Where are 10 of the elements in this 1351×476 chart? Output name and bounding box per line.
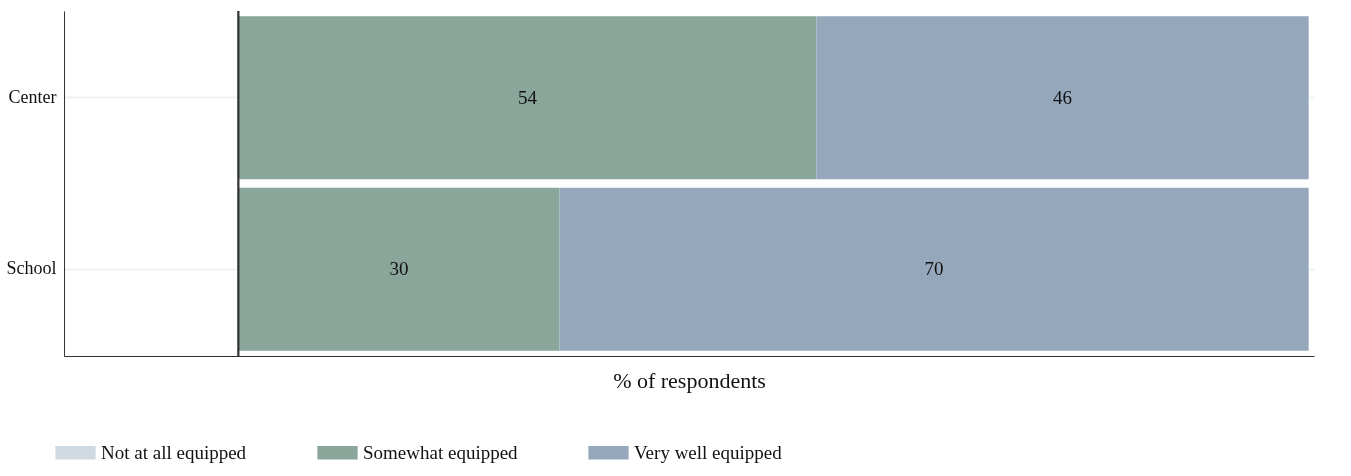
y-tick-label: School — [6, 258, 57, 279]
legend-label: Not at all equipped — [101, 441, 247, 463]
data-label: 54 — [517, 86, 538, 108]
legend-label: Somewhat equipped — [363, 441, 519, 463]
data-label: 70 — [924, 258, 944, 280]
data-label: 30 — [389, 258, 409, 280]
x-axis-title: % of respondents — [613, 367, 766, 393]
y-tick-label: Center — [8, 86, 57, 107]
data-label: 46 — [1053, 86, 1072, 108]
legend-label: Very well equipped — [634, 441, 783, 463]
